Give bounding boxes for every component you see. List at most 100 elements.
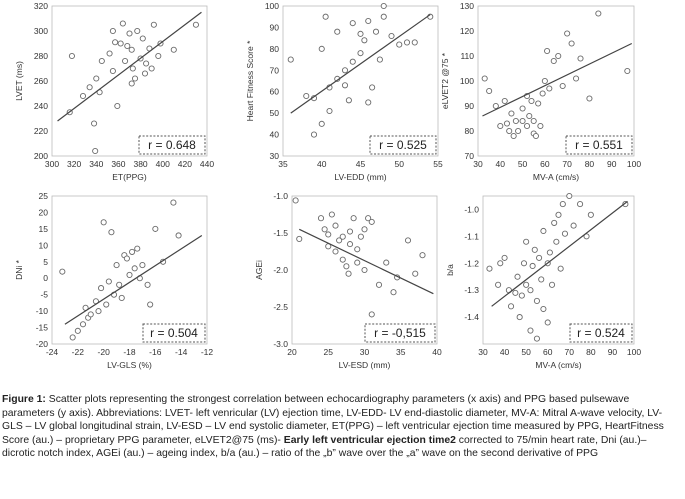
data-point xyxy=(131,265,138,272)
y-tick-label: 200 xyxy=(34,151,48,161)
caption-lead: Figure 1: xyxy=(2,394,46,405)
data-point xyxy=(287,56,294,63)
data-point xyxy=(354,246,361,253)
x-tick-label: -18 xyxy=(123,347,136,357)
data-point xyxy=(508,110,515,117)
data-point xyxy=(514,273,521,280)
x-tick-label: 90 xyxy=(608,347,618,357)
y-tick-label: 10 xyxy=(39,240,49,250)
data-point xyxy=(492,102,499,110)
data-point xyxy=(555,211,562,218)
x-tick-label: 40 xyxy=(317,159,327,169)
data-point xyxy=(361,37,368,44)
data-point xyxy=(170,46,177,53)
data-point xyxy=(561,230,569,237)
data-point xyxy=(539,90,546,97)
y-tick-label: -15 xyxy=(36,323,49,333)
data-point xyxy=(87,311,94,318)
x-tick-label: 300 xyxy=(45,159,59,169)
data-point xyxy=(368,311,375,318)
y-tick-label: 240 xyxy=(34,101,48,111)
x-axis-label: MV-A (cm/s) xyxy=(535,360,581,370)
data-point xyxy=(566,192,573,200)
data-point xyxy=(519,117,526,125)
y-tick-label: -10 xyxy=(36,306,49,316)
correlation-label: r = -0,515 xyxy=(374,326,426,340)
caption-text-part1: Scatter plots representing the strongest… xyxy=(2,394,664,446)
x-axis-label: ET(PPG) xyxy=(112,172,147,182)
y-tick-label: 50 xyxy=(270,108,280,118)
data-point xyxy=(624,67,631,75)
x-tick-label: 30 xyxy=(478,347,488,357)
data-point xyxy=(527,327,534,334)
data-point xyxy=(512,117,519,125)
plot-area xyxy=(477,5,635,157)
data-point xyxy=(349,20,356,27)
correlation-box xyxy=(565,135,633,155)
data-point xyxy=(365,17,372,25)
x-tick-label: 380 xyxy=(133,159,147,169)
x-tick-label: 60 xyxy=(543,347,553,357)
data-point xyxy=(103,301,110,308)
data-point xyxy=(357,50,364,57)
y-tick-label: 70 xyxy=(465,151,475,161)
x-tick-label: 35 xyxy=(396,347,406,357)
data-point xyxy=(147,301,154,308)
data-point xyxy=(553,238,560,245)
data-point xyxy=(69,334,76,341)
y-tick-label: -2.0 xyxy=(273,265,288,275)
correlation-box xyxy=(142,323,206,343)
data-point xyxy=(361,266,368,274)
data-point xyxy=(481,75,488,82)
data-point xyxy=(79,92,87,100)
data-point xyxy=(380,2,387,10)
y-axis-label: LVET (ms) xyxy=(14,61,24,101)
y-tick-label: -1.0 xyxy=(464,204,479,214)
data-point xyxy=(497,260,504,267)
data-point xyxy=(512,289,519,296)
data-point xyxy=(365,215,372,222)
data-point xyxy=(150,21,157,28)
data-point xyxy=(548,281,556,288)
data-point xyxy=(123,255,130,262)
x-tick-label: 100 xyxy=(627,347,641,357)
regression-line xyxy=(491,200,628,307)
data-point xyxy=(350,215,357,222)
y-tick-label: -1.4 xyxy=(464,312,479,322)
y-tick-label: 100 xyxy=(265,1,279,11)
data-point xyxy=(495,281,502,288)
x-tick-label: 60 xyxy=(540,159,550,169)
data-point xyxy=(529,262,536,270)
data-point xyxy=(95,308,102,315)
x-tick-label: 80 xyxy=(585,159,595,169)
y-tick-label: -1.3 xyxy=(464,285,479,295)
data-point xyxy=(122,57,129,65)
x-tick-label: -12 xyxy=(201,347,214,357)
data-point xyxy=(519,105,526,112)
data-point xyxy=(155,52,162,60)
data-point xyxy=(586,95,593,102)
y-tick-label: 30 xyxy=(270,151,280,161)
y-tick-label: 70 xyxy=(270,65,280,75)
data-point xyxy=(192,21,199,28)
data-point xyxy=(346,241,354,248)
data-point xyxy=(501,254,508,261)
data-point xyxy=(59,268,66,275)
caption-bold-term: Early left ventricular ejection time2 xyxy=(283,434,456,446)
x-tick-label: -24 xyxy=(46,347,59,357)
data-point xyxy=(526,112,533,120)
data-point xyxy=(357,30,364,37)
data-point xyxy=(536,254,543,261)
y-tick-label: 120 xyxy=(460,26,474,36)
data-point xyxy=(369,84,376,91)
plot-area xyxy=(51,195,208,345)
y-axis-label: eLVET2 @75 * xyxy=(440,52,450,109)
x-tick-label: 80 xyxy=(586,347,596,357)
x-axis-label: MV-A (cm/s) xyxy=(533,172,579,182)
y-tick-label: 130 xyxy=(460,1,474,11)
data-point xyxy=(528,97,535,105)
data-point xyxy=(577,201,584,208)
y-tick-label: 15 xyxy=(39,224,49,234)
data-point xyxy=(354,259,361,266)
data-point xyxy=(341,82,349,89)
